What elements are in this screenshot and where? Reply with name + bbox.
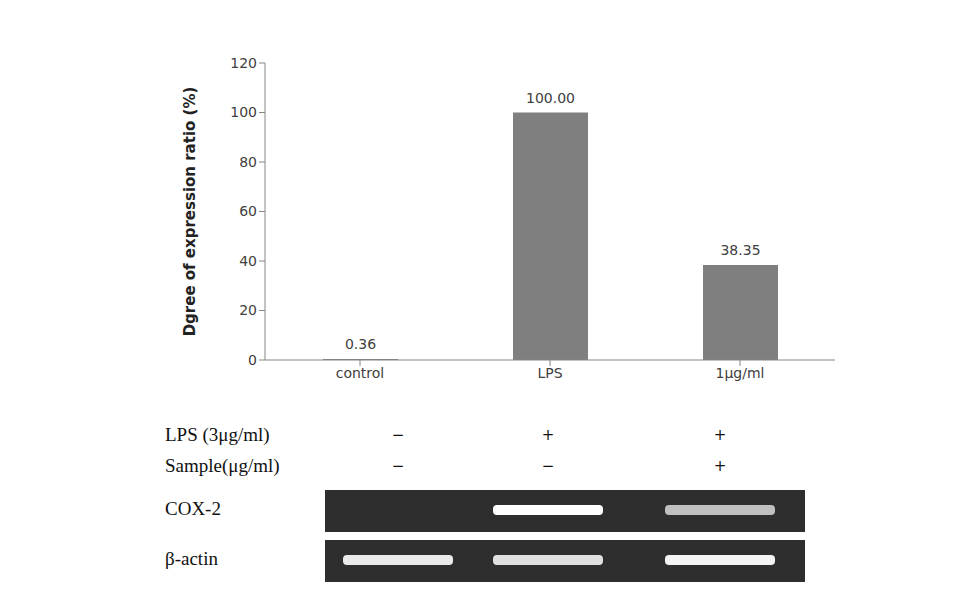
svg-text:LPS: LPS [537,365,562,381]
svg-text:40: 40 [239,253,257,269]
svg-text:100.00: 100.00 [526,90,575,106]
svg-text:38.35: 38.35 [720,242,760,258]
svg-text:1μg/ml: 1μg/ml [716,365,765,381]
svg-text:0.36: 0.36 [345,336,376,352]
svg-text:100: 100 [230,104,257,120]
svg-text:80: 80 [239,154,257,170]
svg-text:60: 60 [239,203,257,219]
html-text:β-actin: β-actin [165,548,218,569]
svg-text:120: 120 [230,55,257,71]
svg-text:20: 20 [239,302,257,318]
html-text:Sample(μg/ml): Sample(μg/ml) [165,455,280,476]
svg-text:0: 0 [248,352,257,368]
html-text:COX-2: COX-2 [165,498,221,519]
svg-text:control: control [336,365,385,381]
html-text:LPS (3μg/ml): LPS (3μg/ml) [165,424,270,445]
svg-text:Dgree of expression ratio (%): Dgree of expression ratio (%) [181,87,199,337]
